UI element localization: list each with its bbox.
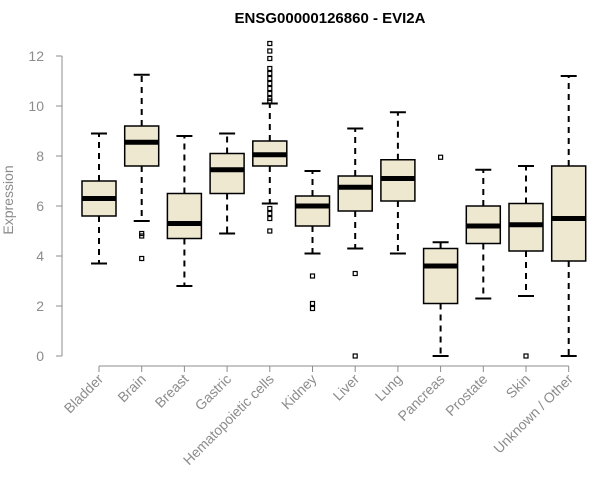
x-tick-label: Lung (372, 371, 405, 404)
outlier-point (438, 154, 444, 160)
x-tick-label: Kidney (278, 371, 320, 413)
chart-title: ENSG00000126860 - EVI2A (235, 10, 426, 27)
box-group (337, 127, 373, 359)
y-tick-label: 8 (36, 148, 44, 164)
x-tick-label: Prostate (442, 371, 490, 419)
x-tick-label: Gastric (192, 371, 235, 414)
box-group (550, 75, 587, 357)
outlier-point (267, 40, 273, 47)
box-group (166, 135, 203, 287)
box-group (209, 132, 245, 235)
x-tick-label: Bladder (61, 371, 107, 417)
box (209, 152, 245, 195)
outlier-point (352, 353, 358, 359)
x-tick-label: Pancreas (395, 371, 448, 424)
outlier-point (267, 80, 273, 87)
box (337, 175, 373, 212)
outlier-point (139, 233, 145, 239)
outlier-point (352, 270, 358, 277)
outlier-point (139, 255, 145, 262)
x-tick-label: Brain (114, 371, 148, 405)
outlier-point (267, 228, 273, 234)
y-tick-label: 0 (36, 348, 44, 364)
boxes (81, 40, 587, 359)
outlier-point (267, 210, 273, 217)
y-axis-title: Expression (0, 165, 16, 234)
box-group (508, 165, 544, 359)
box-group (422, 154, 459, 357)
box-group (294, 170, 331, 312)
box (550, 165, 587, 262)
box (422, 247, 459, 305)
x-tick-label: Breast (152, 371, 192, 411)
y-tick-label: 12 (28, 48, 44, 64)
box-group (123, 73, 160, 262)
outlier-point (309, 273, 316, 279)
y-tick-label: 10 (28, 98, 44, 114)
x-tick-label: Skin (503, 371, 534, 402)
box-group (252, 40, 288, 234)
box (166, 192, 203, 240)
box (123, 125, 160, 167)
outlier-point (267, 65, 273, 72)
x-tick-label: Liver (330, 371, 363, 404)
outlier-point (523, 353, 529, 359)
box (294, 195, 331, 227)
y-tick-label: 2 (36, 298, 44, 314)
box-group (81, 132, 117, 265)
outlier-point (267, 85, 273, 92)
outlier-point (309, 300, 316, 307)
axes: 0 2 4 6 8 10 12 (28, 48, 569, 367)
outlier-point (267, 75, 273, 82)
y-tick-label: 4 (36, 248, 44, 264)
outlier-point (267, 70, 273, 77)
outlier-point (267, 205, 273, 212)
outlier-point (267, 90, 273, 97)
outlier-point (267, 98, 273, 104)
box-group (465, 168, 502, 300)
outlier-point (267, 215, 273, 222)
outlier-point (309, 305, 316, 312)
box-group (380, 111, 416, 255)
y-tick-label: 6 (36, 198, 44, 214)
outlier-point (267, 48, 273, 54)
outlier-point (267, 55, 273, 62)
x-tick-label: Unknown / Other (490, 371, 576, 457)
